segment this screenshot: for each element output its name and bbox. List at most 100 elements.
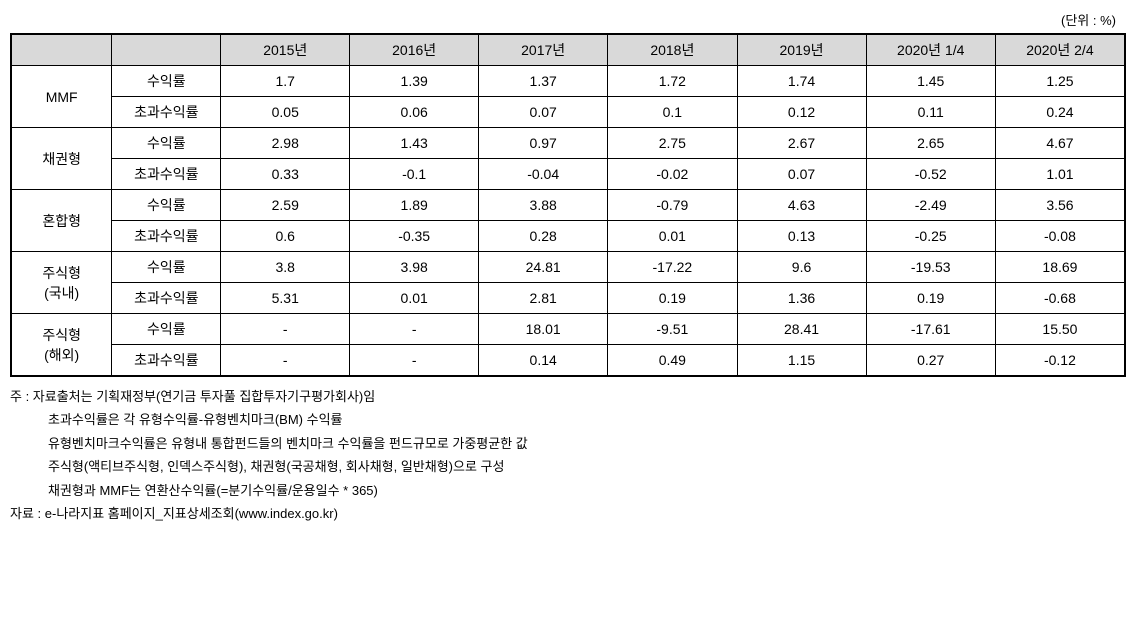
value-cell: 1.39 [350, 66, 479, 97]
value-cell: 1.74 [737, 66, 866, 97]
value-cell: 0.14 [479, 345, 608, 377]
value-cell: -0.08 [995, 221, 1125, 252]
value-cell: -0.04 [479, 159, 608, 190]
metric-cell: 초과수익률 [112, 97, 221, 128]
header-year-2019: 2019년 [737, 34, 866, 66]
value-cell: 1.15 [737, 345, 866, 377]
value-cell: 2.65 [866, 128, 995, 159]
value-cell: -17.22 [608, 252, 737, 283]
value-cell: -2.49 [866, 190, 995, 221]
value-cell: 0.07 [479, 97, 608, 128]
unit-label: (단위 : %) [10, 10, 1126, 29]
returns-table: 2015년 2016년 2017년 2018년 2019년 2020년 1/4 … [10, 33, 1126, 377]
value-cell: 0.1 [608, 97, 737, 128]
value-cell: 5.31 [221, 283, 350, 314]
table-row: 초과수익률5.310.012.810.191.360.19-0.68 [11, 283, 1125, 314]
header-year-2018: 2018년 [608, 34, 737, 66]
category-cell: 주식형(국내) [11, 252, 112, 314]
table-row: 초과수익률0.33-0.1-0.04-0.020.07-0.521.01 [11, 159, 1125, 190]
value-cell: 1.01 [995, 159, 1125, 190]
table-row: 채권형수익률2.981.430.972.752.672.654.67 [11, 128, 1125, 159]
value-cell: -17.61 [866, 314, 995, 345]
header-year-2017: 2017년 [479, 34, 608, 66]
value-cell: 0.06 [350, 97, 479, 128]
value-cell: 4.67 [995, 128, 1125, 159]
value-cell: 1.43 [350, 128, 479, 159]
value-cell: 0.27 [866, 345, 995, 377]
table-row: MMF수익률1.71.391.371.721.741.451.25 [11, 66, 1125, 97]
metric-cell: 수익률 [112, 314, 221, 345]
value-cell: 3.88 [479, 190, 608, 221]
value-cell: 0.49 [608, 345, 737, 377]
value-cell: 28.41 [737, 314, 866, 345]
value-cell: 3.56 [995, 190, 1125, 221]
value-cell: 2.67 [737, 128, 866, 159]
value-cell: 1.89 [350, 190, 479, 221]
note-line-5: 채권형과 MMF는 연환산수익률(=분기수익률/운용일수 * 365) [10, 479, 1126, 502]
metric-cell: 수익률 [112, 190, 221, 221]
metric-cell: 초과수익률 [112, 283, 221, 314]
value-cell: - [221, 314, 350, 345]
value-cell: 4.63 [737, 190, 866, 221]
metric-cell: 수익률 [112, 66, 221, 97]
value-cell: 9.6 [737, 252, 866, 283]
note-line-2: 초과수익률은 각 유형수익률-유형벤치마크(BM) 수익률 [10, 408, 1126, 431]
value-cell: 0.19 [866, 283, 995, 314]
metric-cell: 초과수익률 [112, 345, 221, 377]
value-cell: 0.05 [221, 97, 350, 128]
value-cell: -19.53 [866, 252, 995, 283]
value-cell: 0.28 [479, 221, 608, 252]
value-cell: 2.75 [608, 128, 737, 159]
value-cell: -0.68 [995, 283, 1125, 314]
category-cell: MMF [11, 66, 112, 128]
metric-cell: 수익률 [112, 252, 221, 283]
value-cell: 1.25 [995, 66, 1125, 97]
metric-cell: 수익률 [112, 128, 221, 159]
note-line-1: 주 : 자료출처는 기획재정부(연기금 투자풀 집합투자기구평가회사)임 [10, 385, 1126, 408]
value-cell: 2.98 [221, 128, 350, 159]
header-empty-1 [11, 34, 112, 66]
value-cell: 0.11 [866, 97, 995, 128]
value-cell: -0.52 [866, 159, 995, 190]
value-cell: - [350, 345, 479, 377]
value-cell: 2.81 [479, 283, 608, 314]
table-header-row: 2015년 2016년 2017년 2018년 2019년 2020년 1/4 … [11, 34, 1125, 66]
header-year-2020-q1: 2020년 1/4 [866, 34, 995, 66]
value-cell: -0.02 [608, 159, 737, 190]
table-row: 초과수익률0.6-0.350.280.010.13-0.25-0.08 [11, 221, 1125, 252]
value-cell: 18.69 [995, 252, 1125, 283]
value-cell: 1.37 [479, 66, 608, 97]
header-year-2015: 2015년 [221, 34, 350, 66]
value-cell: 18.01 [479, 314, 608, 345]
metric-cell: 초과수익률 [112, 221, 221, 252]
metric-cell: 초과수익률 [112, 159, 221, 190]
value-cell: - [221, 345, 350, 377]
value-cell: -0.79 [608, 190, 737, 221]
notes-section: 주 : 자료출처는 기획재정부(연기금 투자풀 집합투자기구평가회사)임 초과수… [10, 385, 1126, 525]
value-cell: 0.6 [221, 221, 350, 252]
value-cell: 15.50 [995, 314, 1125, 345]
value-cell: 0.01 [350, 283, 479, 314]
table-row: 주식형(국내)수익률3.83.9824.81-17.229.6-19.5318.… [11, 252, 1125, 283]
value-cell: 3.98 [350, 252, 479, 283]
table-row: 초과수익률--0.140.491.150.27-0.12 [11, 345, 1125, 377]
table-row: 주식형(해외)수익률--18.01-9.5128.41-17.6115.50 [11, 314, 1125, 345]
value-cell: -0.35 [350, 221, 479, 252]
value-cell: 0.13 [737, 221, 866, 252]
header-year-2020-q2: 2020년 2/4 [995, 34, 1125, 66]
value-cell: -0.12 [995, 345, 1125, 377]
value-cell: 1.45 [866, 66, 995, 97]
value-cell: 0.33 [221, 159, 350, 190]
value-cell: 1.7 [221, 66, 350, 97]
value-cell: -0.1 [350, 159, 479, 190]
value-cell: 0.19 [608, 283, 737, 314]
table-row: 혼합형수익률2.591.893.88-0.794.63-2.493.56 [11, 190, 1125, 221]
value-cell: -9.51 [608, 314, 737, 345]
category-cell: 혼합형 [11, 190, 112, 252]
note-line-4: 주식형(액티브주식형, 인덱스주식형), 채권형(국공채형, 회사채형, 일반채… [10, 455, 1126, 478]
value-cell: 0.97 [479, 128, 608, 159]
value-cell: 0.12 [737, 97, 866, 128]
value-cell: -0.25 [866, 221, 995, 252]
value-cell: 1.36 [737, 283, 866, 314]
value-cell: 24.81 [479, 252, 608, 283]
